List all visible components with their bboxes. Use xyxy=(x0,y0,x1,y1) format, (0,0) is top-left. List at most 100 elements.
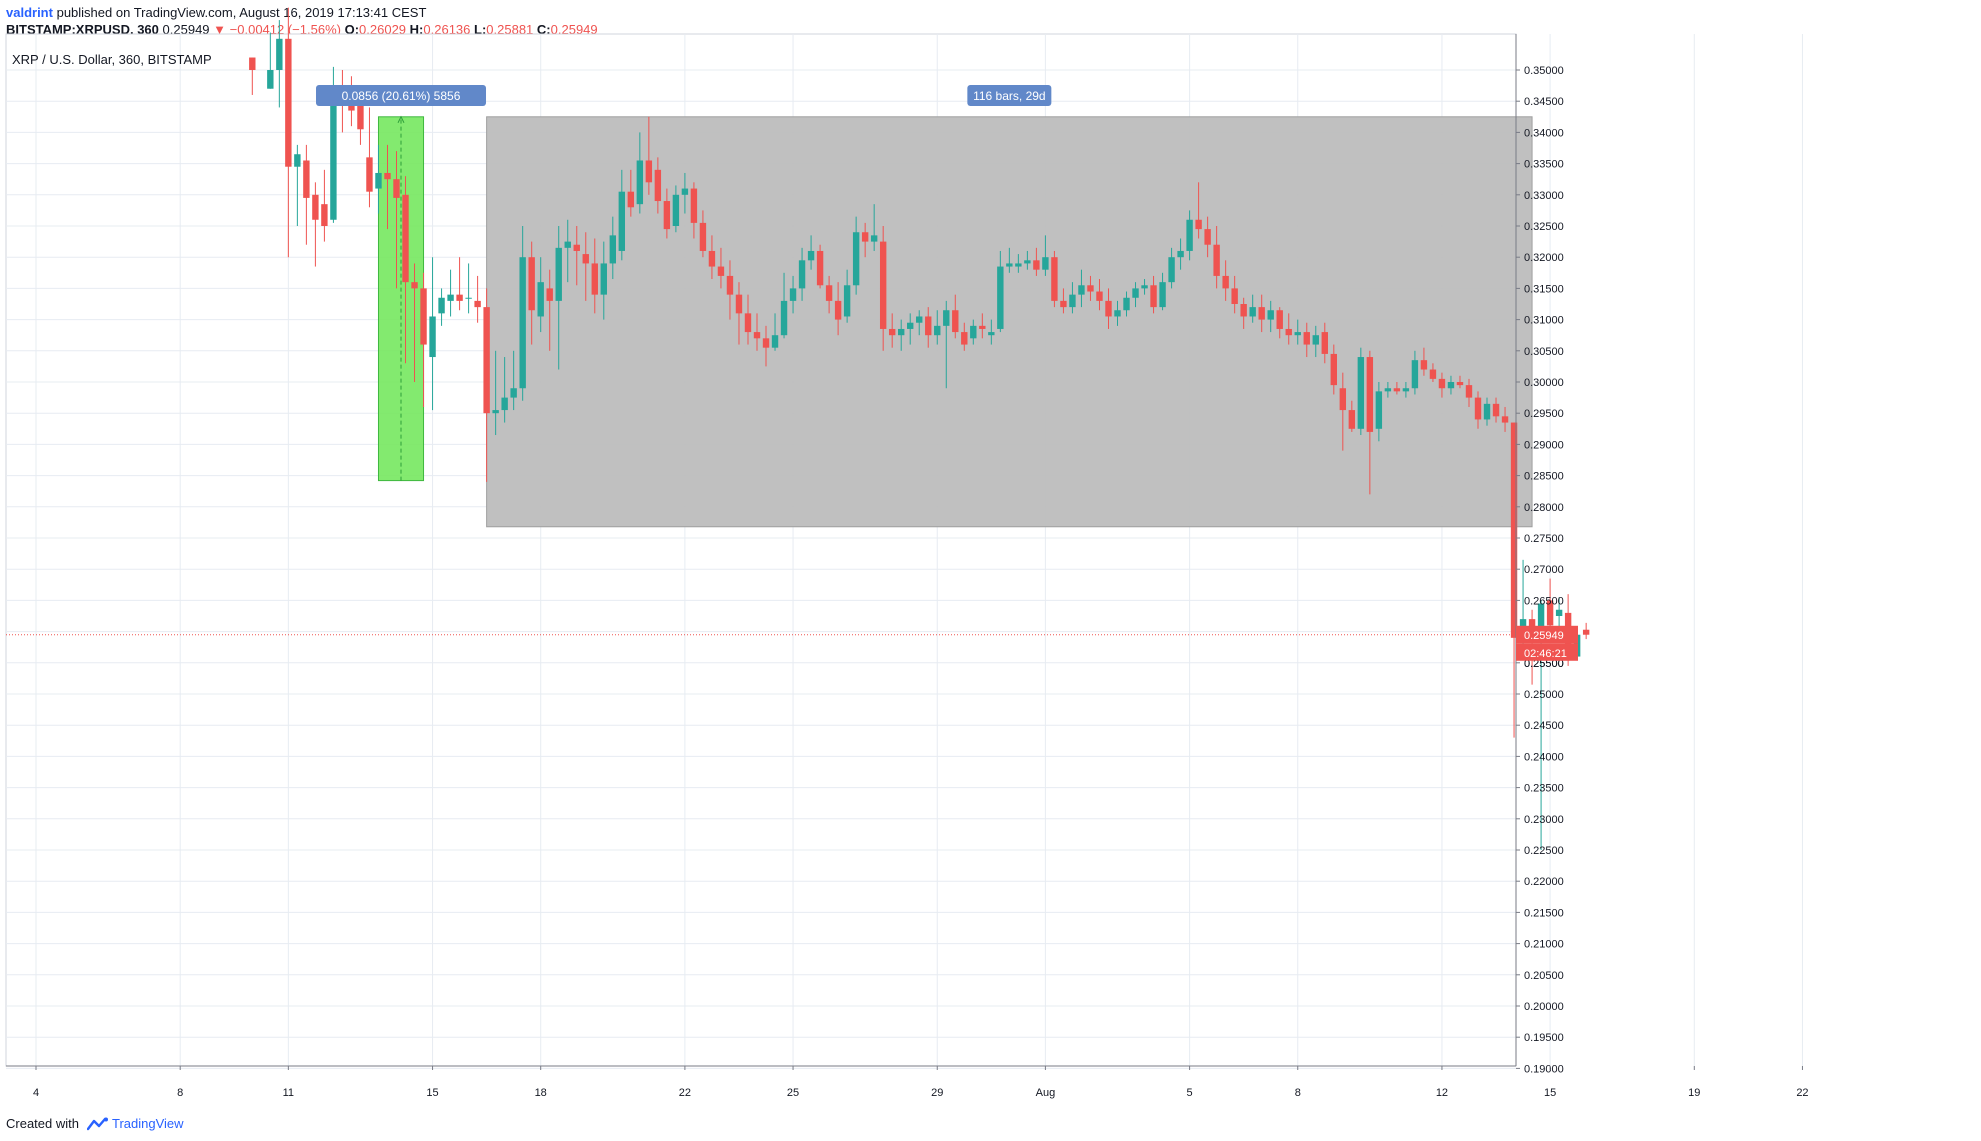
candle-body xyxy=(1448,382,1454,388)
range-label: 116 bars, 29d xyxy=(973,89,1046,103)
tradingview-brand-link[interactable]: TradingView xyxy=(112,1116,184,1131)
candle-body xyxy=(1322,332,1328,354)
candle-body xyxy=(447,295,453,301)
candle-body xyxy=(1394,388,1400,391)
date-tick-label: 22 xyxy=(1796,1087,1808,1099)
price-tick-label: 0.23000 xyxy=(1524,814,1564,826)
candle-body xyxy=(465,298,471,299)
candle-body xyxy=(628,192,634,208)
date-tick-label: 22 xyxy=(679,1087,691,1099)
candle-body xyxy=(601,263,607,294)
candle-body xyxy=(862,232,868,241)
candle-body xyxy=(1186,220,1192,251)
candle-body xyxy=(1240,304,1246,316)
candle-body xyxy=(880,242,886,329)
candle-body xyxy=(1412,360,1418,388)
candle-body xyxy=(952,310,958,332)
candle-body xyxy=(1087,285,1093,291)
price-tick-label: 0.26500 xyxy=(1524,595,1564,607)
candle-body xyxy=(1231,288,1237,304)
candle-body xyxy=(835,301,841,320)
candle-body xyxy=(492,410,498,413)
candle-body xyxy=(1286,329,1292,335)
date-tick-label: 15 xyxy=(1544,1087,1556,1099)
candle-body xyxy=(682,189,688,195)
price-tick-label: 0.20500 xyxy=(1524,970,1564,982)
candle-body xyxy=(249,58,255,70)
price-tick-label: 0.29000 xyxy=(1524,439,1564,451)
date-tick-label: 19 xyxy=(1688,1087,1700,1099)
candle-down xyxy=(817,245,823,289)
candle-up xyxy=(1358,348,1364,435)
price-tick-label: 0.32000 xyxy=(1524,252,1564,264)
price-tick-label: 0.21000 xyxy=(1524,939,1564,951)
candle-body xyxy=(961,332,967,344)
candle-body xyxy=(1078,285,1084,294)
tradingview-logo-icon xyxy=(87,1117,109,1131)
price-axis[interactable]: 0.35000 0.34500 0.34000 0.33500 0.33000 0.325… xyxy=(1516,34,1578,1075)
candle-body xyxy=(1349,410,1355,429)
last-price-tag-label: 0.25949 xyxy=(1524,630,1564,642)
date-tick-label: 11 xyxy=(283,1087,294,1099)
candle-body xyxy=(528,257,534,310)
price-tick-label: 0.30500 xyxy=(1524,346,1564,358)
candle-body xyxy=(1439,379,1445,388)
candle-body xyxy=(1114,310,1120,316)
candle-body xyxy=(1096,292,1102,301)
candle-body xyxy=(402,195,408,282)
candle-body xyxy=(556,248,562,301)
price-tick-label: 0.32500 xyxy=(1524,221,1564,233)
candle-body xyxy=(565,242,571,248)
candle-down xyxy=(1051,251,1057,307)
countdown-label: 02:46:21 xyxy=(1524,648,1567,660)
created-with-label: Created with xyxy=(6,1116,79,1131)
candle-body xyxy=(799,260,805,288)
measure-label: 0.0856 (20.61%) 5856 xyxy=(342,89,461,103)
price-tick-label: 0.22500 xyxy=(1524,845,1564,857)
date-tick-label: 25 xyxy=(787,1087,799,1099)
candle-body xyxy=(1295,332,1301,335)
price-tick-label: 0.23500 xyxy=(1524,783,1564,795)
candle-body xyxy=(1015,263,1021,266)
candle-body xyxy=(673,195,679,226)
candle-body xyxy=(267,70,273,89)
candle-body xyxy=(853,232,859,285)
candle-body xyxy=(781,301,787,335)
candle-body xyxy=(826,285,832,301)
candle-body xyxy=(583,254,589,263)
candle-body xyxy=(1277,310,1283,329)
candle-body xyxy=(718,267,724,276)
candle-body xyxy=(925,316,931,335)
candle-body xyxy=(817,251,823,285)
candle-body xyxy=(501,398,507,410)
candle-body xyxy=(898,329,904,335)
price-tick-label: 0.33500 xyxy=(1524,159,1564,171)
date-tick-label: 12 xyxy=(1436,1087,1448,1099)
candle-body xyxy=(438,298,444,314)
price-tick-label: 0.30000 xyxy=(1524,377,1564,389)
candle-body xyxy=(934,326,940,335)
candle-body xyxy=(1249,307,1255,316)
price-tick-label: 0.22000 xyxy=(1524,876,1564,888)
candle-body xyxy=(970,326,976,338)
candle-body xyxy=(1051,257,1057,301)
price-tick-label: 0.21500 xyxy=(1524,907,1564,919)
candle-body xyxy=(1331,354,1337,385)
candle-body xyxy=(1159,282,1165,307)
price-tick-label: 0.27000 xyxy=(1524,564,1564,576)
candle-body xyxy=(547,288,553,300)
candle-body xyxy=(1421,360,1427,369)
candle-body xyxy=(610,235,616,263)
candle-body xyxy=(664,201,670,229)
candle-body xyxy=(538,282,544,316)
candle-body xyxy=(727,276,733,295)
candle-body xyxy=(294,154,300,166)
price-tick-label: 0.31000 xyxy=(1524,315,1564,327)
candle-body xyxy=(1105,301,1111,317)
candle-body xyxy=(1006,263,1012,266)
candle-body xyxy=(1033,260,1039,269)
price-tick-label: 0.31500 xyxy=(1524,283,1564,295)
price-tick-label: 0.24000 xyxy=(1524,751,1564,763)
candle-body xyxy=(754,332,760,338)
